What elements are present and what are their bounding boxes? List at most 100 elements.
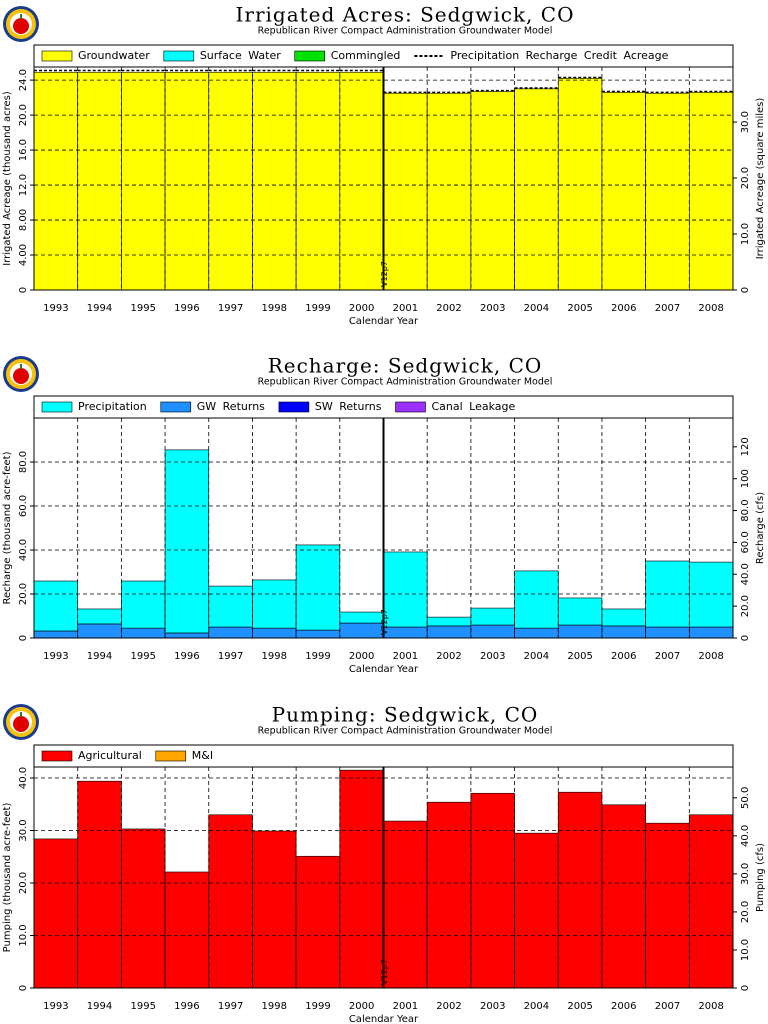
y2-tick-label: 0 — [740, 287, 751, 293]
bar — [77, 623, 122, 639]
bar — [164, 449, 210, 634]
y2-tick-label: 10.0 — [740, 939, 751, 961]
x-tick-label: 2002 — [436, 651, 461, 662]
legend-label: Canal Leakage — [432, 400, 516, 413]
bar — [557, 791, 603, 989]
y2-tick-label: 40.0 — [740, 563, 751, 585]
legend-label: Surface Water — [200, 49, 281, 62]
bar — [426, 801, 472, 989]
legend-swatch — [278, 401, 310, 413]
y-tick-label: 20.0 — [18, 583, 29, 605]
y2-tick-label: 10.0 — [740, 223, 751, 245]
legend-swatch — [41, 50, 73, 62]
x-tick-label: 2000 — [349, 651, 374, 662]
legend-swatch — [155, 750, 187, 762]
bar — [252, 579, 297, 629]
x-tick-label: 1994 — [87, 651, 112, 662]
x-tick-label: 1997 — [218, 1001, 243, 1012]
bar — [121, 580, 166, 629]
bar — [689, 814, 734, 989]
x-tick-label: 1998 — [262, 651, 287, 662]
legend-label: Precipitation Recharge Credit Acreage — [450, 49, 668, 62]
y-tick-label: 0 — [18, 635, 29, 641]
x-tick-label: 1995 — [130, 303, 155, 314]
bar — [33, 71, 78, 291]
bar — [295, 544, 341, 631]
x-tick-label: 2004 — [524, 1001, 549, 1012]
x-tick-label: 2006 — [611, 1001, 636, 1012]
legend-swatch — [395, 401, 426, 413]
y-tick-label: 20.0 — [18, 104, 29, 126]
bar — [470, 607, 515, 626]
x-tick-label: 1998 — [262, 303, 287, 314]
x-tick-label: 2004 — [524, 651, 549, 662]
y-tick-label: 30.0 — [18, 819, 29, 841]
bar — [601, 92, 646, 291]
y-tick-label: 12.0 — [18, 174, 29, 196]
x-tick-label: 1999 — [305, 651, 330, 662]
bar — [557, 597, 603, 626]
y-axis-title: Pumping (thousand acre-feet) — [2, 803, 13, 953]
bar — [514, 627, 559, 639]
annotation: V12p7 — [380, 261, 389, 287]
bar — [514, 832, 559, 989]
x-tick-label: 2006 — [611, 303, 636, 314]
x-tick-label: 2008 — [698, 303, 723, 314]
legend-box — [33, 744, 734, 768]
x-tick-label: 1993 — [43, 651, 68, 662]
bar — [121, 828, 166, 989]
bar — [601, 625, 646, 639]
chart-title: Pumping: Sedgwick, CO — [272, 703, 539, 727]
bar — [33, 630, 78, 639]
legend-box — [33, 395, 734, 419]
bar — [557, 624, 603, 639]
y2-tick-label: 40.0 — [740, 825, 751, 847]
bar — [514, 88, 559, 291]
x-tick-label: 2001 — [393, 651, 418, 662]
x-tick-label: 1996 — [174, 303, 199, 314]
bar — [252, 830, 297, 989]
bar — [426, 92, 472, 291]
bar — [164, 632, 210, 639]
x-tick-label: 1994 — [87, 1001, 112, 1012]
bar — [208, 71, 253, 291]
bar — [383, 820, 428, 989]
x-tick-label: 2001 — [393, 1001, 418, 1012]
logo — [3, 6, 39, 42]
annotation: V12p7 — [380, 959, 389, 985]
bar — [514, 570, 559, 629]
y2-tick-label: 20.0 — [740, 167, 751, 189]
bar — [121, 71, 166, 291]
y-axis-title: Irrigated Acreage (thousand acres) — [2, 91, 13, 266]
y2-tick-label: 80.0 — [740, 499, 751, 521]
y-axis-title: Recharge (thousand acre-feet) — [2, 451, 13, 604]
bar — [208, 814, 253, 989]
x-tick-label: 1993 — [43, 1001, 68, 1012]
x-tick-label: 1994 — [87, 303, 112, 314]
bar — [208, 626, 253, 639]
bar — [339, 622, 384, 639]
x-tick-label: 2007 — [655, 1001, 680, 1012]
bar — [339, 71, 384, 291]
chart-subtitle: Republican River Compact Administration … — [258, 726, 553, 737]
y-tick-label: 20.0 — [18, 872, 29, 894]
y-tick-label: 16.0 — [18, 139, 29, 161]
bar — [470, 792, 515, 989]
bar — [689, 626, 734, 639]
legend-box — [33, 44, 734, 68]
bar — [645, 626, 690, 639]
x-tick-label: 2000 — [349, 1001, 374, 1012]
legend-label: GW Returns — [197, 400, 265, 413]
bar — [426, 616, 472, 627]
x-tick-label: 2008 — [698, 651, 723, 662]
x-tick-label: 2003 — [480, 1001, 505, 1012]
y2-tick-label: 30.0 — [740, 111, 751, 133]
x-axis-title: Calendar Year — [349, 1014, 419, 1024]
x-tick-label: 1995 — [130, 651, 155, 662]
y-tick-label: 80.0 — [18, 451, 29, 473]
logo — [3, 356, 39, 392]
bar — [208, 585, 253, 628]
x-tick-label: 2004 — [524, 303, 549, 314]
bar — [164, 71, 210, 291]
y2-tick-label: 20.0 — [740, 901, 751, 923]
